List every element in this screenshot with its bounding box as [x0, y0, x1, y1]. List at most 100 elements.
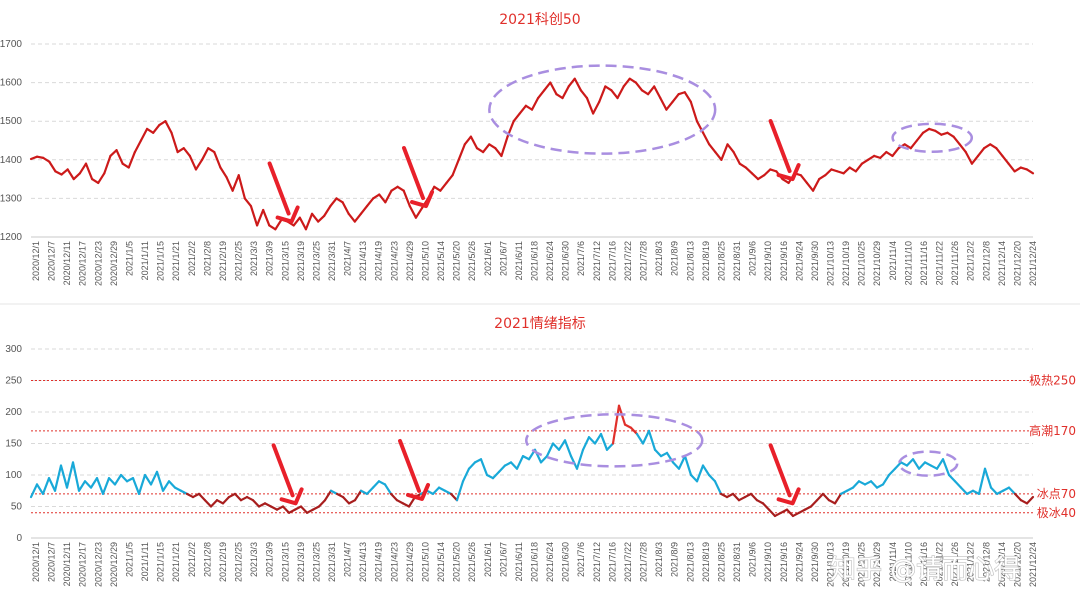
kechuang50-line-segment: [659, 96, 668, 111]
sentiment-line-segment: [629, 426, 639, 436]
sentiment-line-segment: [833, 492, 843, 505]
x-tick-label: 2021/8/13: [685, 241, 695, 281]
sentiment-line-segment: [263, 502, 273, 508]
kechuang50-line-segment: [891, 147, 900, 158]
kechuang50-line-segment: [237, 174, 246, 200]
sentiment-line-segment: [767, 508, 777, 518]
sentiment-line-segment: [257, 502, 267, 508]
sentiment-line-segment: [431, 486, 441, 495]
sentiment-line-segment: [989, 486, 999, 495]
sentiment-line-segment: [59, 464, 69, 489]
kechuang50-line-segment: [879, 150, 888, 159]
sentiment-line-segment: [683, 455, 693, 477]
x-tick-label: 2021/6/7: [498, 241, 508, 276]
kechuang50-line-segment: [176, 147, 185, 154]
red-arrow-shaft: [398, 438, 422, 493]
kechuang50-line-segment: [946, 131, 955, 138]
x-tick-label: 2021/10/25: [857, 542, 867, 587]
kechuang50-line-segment: [537, 89, 546, 100]
kechuang50-line-segment: [365, 197, 375, 208]
sentiment-line-segment: [809, 499, 819, 508]
x-tick-label: 2021/2/25: [234, 241, 244, 281]
kechuang50-line-segment: [518, 104, 527, 115]
sentiment-line-segment: [107, 477, 117, 486]
kechuang50-line-segment: [1007, 162, 1016, 173]
kechuang50-line-segment: [445, 174, 454, 185]
sentiment-line-segment: [461, 467, 471, 483]
x-tick-label: 2021/12/14: [997, 542, 1007, 587]
kechuang50-line-segment: [54, 170, 63, 176]
kechuang50-line-segment: [689, 100, 699, 123]
kechuang50-line-segment: [976, 147, 986, 158]
sentiment-line-segment: [779, 508, 789, 514]
kechuang50-line-segment: [591, 100, 601, 115]
sentiment-line-segment: [605, 442, 615, 451]
kechuang50-line-segment: [701, 131, 711, 146]
y-tick-label: 1600: [0, 78, 22, 89]
x-tick-label: 2021/10/13: [825, 241, 835, 286]
sentiment-line-segment: [755, 499, 765, 505]
y-tick-label: 150: [5, 439, 22, 450]
kechuang50-line-segment: [500, 135, 509, 158]
kechuang50-line-segment: [341, 201, 350, 215]
kechuang50-line-segment: [604, 85, 613, 92]
x-tick-label: 2020/12/7: [47, 241, 57, 281]
sentiment-line-segment: [227, 492, 237, 499]
x-tick-label: 2021/12/20: [1012, 241, 1022, 286]
sentiment-line-segment: [917, 461, 927, 470]
x-tick-label: 2020/12/17: [78, 542, 88, 587]
kechuang50-line-segment: [396, 185, 405, 192]
sentiment-line-segment: [275, 505, 285, 511]
kechuang50-line-segment: [402, 189, 411, 208]
kechuang50-line-segment: [750, 172, 760, 181]
kechuang50-line-segment: [805, 181, 815, 192]
sentiment-line-segment: [905, 458, 915, 467]
kechuang50-line-segment: [353, 212, 363, 223]
top-chart-gridlines: [31, 43, 1033, 238]
kechuang50-line-segment: [274, 218, 283, 231]
sentiment-line-segment: [215, 499, 225, 505]
kechuang50-line-segment: [219, 166, 228, 179]
x-tick-label: 2021/2/2: [187, 542, 197, 577]
sentiment-line-segment: [311, 505, 321, 511]
sentiment-line-segment: [167, 480, 177, 489]
kechuang50-line-segment: [555, 93, 564, 100]
sentiment-line-segment: [191, 492, 201, 499]
x-tick-label: 2021/6/1: [483, 241, 493, 276]
sentiment-line-segment: [953, 480, 963, 489]
sentiment-line-segment: [653, 448, 663, 458]
sentiment-line-segment: [623, 423, 633, 429]
sentiment-line-segment: [671, 461, 681, 470]
sentiment-line-segment: [521, 455, 531, 461]
sentiment-line-segment: [293, 505, 303, 511]
sentiment-line-segment: [695, 464, 705, 483]
kechuang50-line-segment: [207, 147, 216, 154]
kechuang50-line-segment: [475, 147, 485, 154]
sentiment-line-segment: [749, 492, 759, 502]
kechuang50-line-segment: [738, 162, 747, 169]
x-tick-label: 2021/11/22: [935, 542, 945, 586]
kechuang50-line-segment: [781, 178, 790, 185]
x-tick-label: 2021/6/11: [514, 542, 524, 581]
kechuang50-line-segment: [934, 129, 943, 136]
kechuang50-line-segment: [384, 189, 393, 204]
top-chart-annotations: [267, 64, 974, 224]
kechuang50-line-segment: [488, 143, 497, 150]
kechuang50-line-segment: [97, 172, 106, 185]
reference-line-label: 极冰40: [1037, 506, 1076, 520]
sentiment-line-segment: [977, 467, 987, 495]
sentiment-line-segment: [443, 489, 453, 495]
x-tick-label: 2021/9/6: [748, 542, 758, 577]
sentiment-line-segment: [101, 477, 111, 495]
sentiment-line-segment: [791, 511, 801, 518]
red-arrow-head: [279, 487, 304, 506]
sentiment-line-segment: [221, 495, 231, 505]
sentiment-line-segment: [287, 508, 297, 514]
sentiment-line-segment: [365, 486, 375, 495]
kechuang50-line-segment: [42, 156, 51, 163]
sentiment-line-segment: [641, 429, 651, 445]
x-tick-label: 2021/9/24: [794, 241, 804, 281]
kechuang50-line-segment: [115, 149, 124, 165]
kechuang50-line-segment: [164, 120, 173, 134]
x-tick-label: 2020/12/23: [93, 542, 103, 587]
